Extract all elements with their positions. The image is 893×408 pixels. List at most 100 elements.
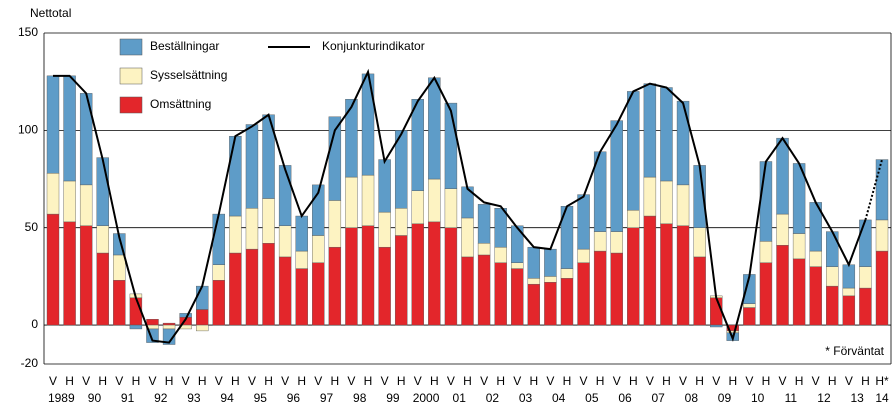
x-tick-label: V bbox=[248, 374, 256, 388]
bar-segment bbox=[245, 124, 259, 209]
bar-segment bbox=[262, 198, 275, 244]
x-tick-label: V bbox=[281, 374, 289, 388]
bar-segment bbox=[278, 225, 292, 258]
bar-segment bbox=[46, 213, 60, 326]
year-label: 90 bbox=[88, 391, 102, 405]
bar-segment bbox=[394, 235, 408, 326]
bar-segment bbox=[759, 161, 773, 242]
x-tick-label: V bbox=[646, 374, 654, 388]
year-label: 12 bbox=[817, 391, 831, 405]
bar-segment bbox=[162, 322, 176, 326]
bar-segment bbox=[544, 276, 557, 283]
bar-segment bbox=[196, 285, 209, 310]
x-tick-label: H bbox=[364, 374, 373, 388]
year-label: 94 bbox=[220, 391, 234, 405]
bar-segment bbox=[577, 194, 590, 250]
y-tick-label: -20 bbox=[21, 356, 39, 370]
x-tick-label: H bbox=[397, 374, 406, 388]
bar-segment bbox=[212, 264, 226, 281]
bar-segment bbox=[245, 208, 259, 250]
bar-segment bbox=[643, 83, 657, 178]
x-tick-label: H bbox=[828, 374, 837, 388]
year-label: 02 bbox=[486, 391, 500, 405]
x-tick-label: H bbox=[231, 374, 240, 388]
bar-segment bbox=[196, 309, 209, 326]
bar-segment bbox=[494, 246, 507, 263]
bar-segment bbox=[411, 98, 424, 191]
bar-segment bbox=[859, 287, 872, 326]
bar-segment bbox=[842, 295, 856, 326]
x-tick-label: H bbox=[463, 374, 472, 388]
bar-segment bbox=[162, 324, 176, 330]
bar-segment bbox=[113, 280, 126, 326]
year-label: 97 bbox=[320, 391, 334, 405]
bar-segment bbox=[710, 324, 723, 328]
bar-segment bbox=[577, 262, 590, 326]
bar-segment bbox=[809, 250, 822, 267]
bar-segment bbox=[63, 75, 76, 182]
year-label: 99 bbox=[386, 391, 400, 405]
bar-segment bbox=[859, 266, 872, 289]
bar-segment bbox=[345, 98, 358, 178]
x-tick-label: H bbox=[728, 374, 737, 388]
bar-segment bbox=[759, 262, 773, 326]
x-tick-label: H bbox=[430, 374, 439, 388]
bar-segment bbox=[361, 73, 375, 176]
year-label: 08 bbox=[685, 391, 699, 405]
bar-segment bbox=[842, 287, 856, 297]
x-tick-label: V bbox=[49, 374, 57, 388]
x-tick-label: V bbox=[812, 374, 820, 388]
x-tick-label: V bbox=[148, 374, 156, 388]
x-tick-label: H bbox=[695, 374, 704, 388]
bar-segment bbox=[96, 225, 109, 254]
bar-segment bbox=[295, 268, 308, 326]
year-label: 91 bbox=[121, 391, 135, 405]
bar-segment bbox=[477, 204, 491, 244]
bar-segment bbox=[378, 159, 391, 213]
bar-segment bbox=[229, 215, 242, 254]
bar-segment bbox=[560, 278, 574, 326]
x-tick-label: H bbox=[629, 374, 638, 388]
bar-segment bbox=[875, 250, 889, 326]
bar-segment bbox=[328, 246, 342, 326]
bar-segment bbox=[477, 254, 491, 326]
x-tick-label: H bbox=[762, 374, 771, 388]
bar-segment bbox=[544, 248, 557, 277]
bar-segment bbox=[328, 116, 342, 201]
bar-segment bbox=[809, 266, 822, 326]
bar-segment bbox=[361, 174, 375, 226]
x-tick-label: V bbox=[414, 374, 422, 388]
bar-segment bbox=[378, 246, 391, 326]
y-tick-label: 0 bbox=[31, 317, 38, 331]
y-tick-label: 50 bbox=[25, 220, 39, 234]
year-label: 98 bbox=[353, 391, 367, 405]
bar-segment bbox=[743, 307, 756, 326]
bar-segment bbox=[627, 91, 640, 211]
bar-segment bbox=[312, 262, 325, 326]
year-label: 04 bbox=[552, 391, 566, 405]
bar-segment bbox=[461, 217, 474, 258]
year-label: 03 bbox=[519, 391, 533, 405]
bar-segment bbox=[411, 223, 424, 326]
bar-segment bbox=[312, 235, 325, 263]
bar-segment bbox=[79, 225, 93, 326]
bar-segment bbox=[345, 176, 358, 228]
year-label: 05 bbox=[585, 391, 599, 405]
bar-segment bbox=[345, 227, 358, 326]
x-tick-label: V bbox=[381, 374, 389, 388]
bar-segment bbox=[610, 252, 623, 326]
bar-segment bbox=[428, 221, 441, 326]
legend-swatch bbox=[119, 67, 143, 85]
y-tick-label: 100 bbox=[18, 123, 38, 137]
x-tick-label: H bbox=[198, 374, 207, 388]
bar-segment bbox=[461, 256, 474, 326]
bar-segment bbox=[660, 87, 673, 182]
year-label: 96 bbox=[287, 391, 301, 405]
year-label: 2000 bbox=[413, 391, 440, 405]
year-label: 1989 bbox=[48, 391, 75, 405]
year-label: 95 bbox=[254, 391, 268, 405]
bar-segment bbox=[792, 233, 806, 260]
bar-segment bbox=[229, 252, 242, 326]
bar-segment bbox=[96, 157, 109, 226]
x-tick-label: H bbox=[264, 374, 273, 388]
